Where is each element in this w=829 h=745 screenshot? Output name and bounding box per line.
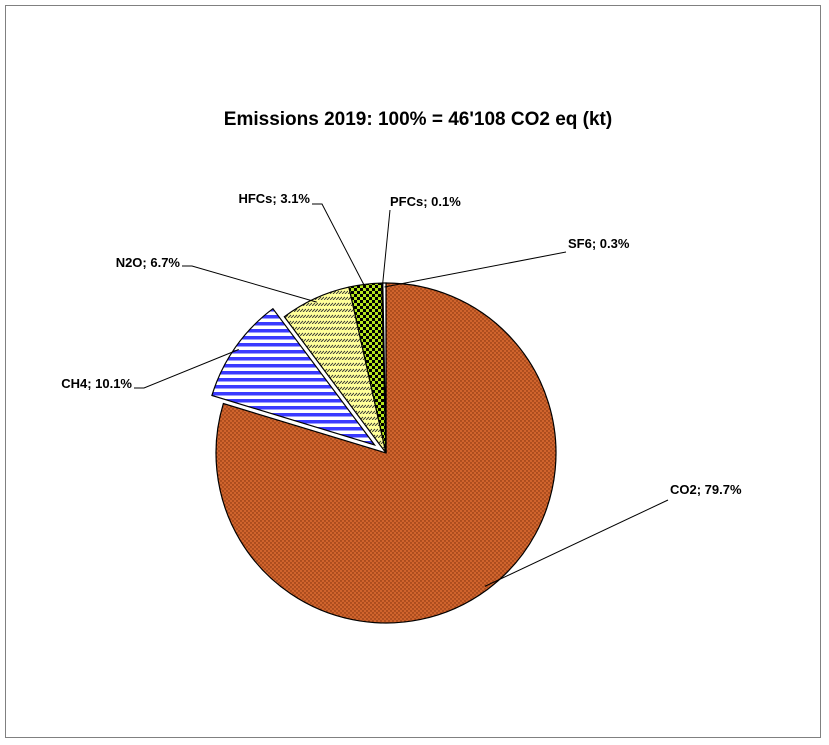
- pie-slices: [211, 282, 557, 624]
- slice-label-hfcs: HFCs; 3.1%: [238, 191, 310, 206]
- leader-line-hfcs: [312, 203, 367, 289]
- slice-label-sf6: SF6; 0.3%: [568, 236, 630, 251]
- slice-labels: CO2; 79.7% CH4; 10.1% N2O; 6.7% HFCs; 3.1% P…: [61, 191, 742, 497]
- slice-label-pfcs: PFCs; 0.1%: [390, 194, 461, 209]
- leader-line-n2o: [182, 265, 317, 303]
- chart-title: Emissions 2019: 100% = 46'108 CO2 eq (kt…: [224, 109, 612, 130]
- leader-lines: [134, 203, 669, 587]
- leader-line-ch4: [134, 349, 239, 389]
- slice-label-ch4: CH4; 10.1%: [61, 376, 132, 391]
- pie-slice-ch4: [211, 307, 377, 447]
- leader-line-co2: [484, 499, 669, 587]
- slice-label-n2o: N2O; 6.7%: [116, 255, 181, 270]
- leader-line-sf6: [384, 251, 567, 288]
- leader-line-pfcs: [381, 209, 391, 288]
- slice-label-co2: CO2; 79.7%: [670, 482, 742, 497]
